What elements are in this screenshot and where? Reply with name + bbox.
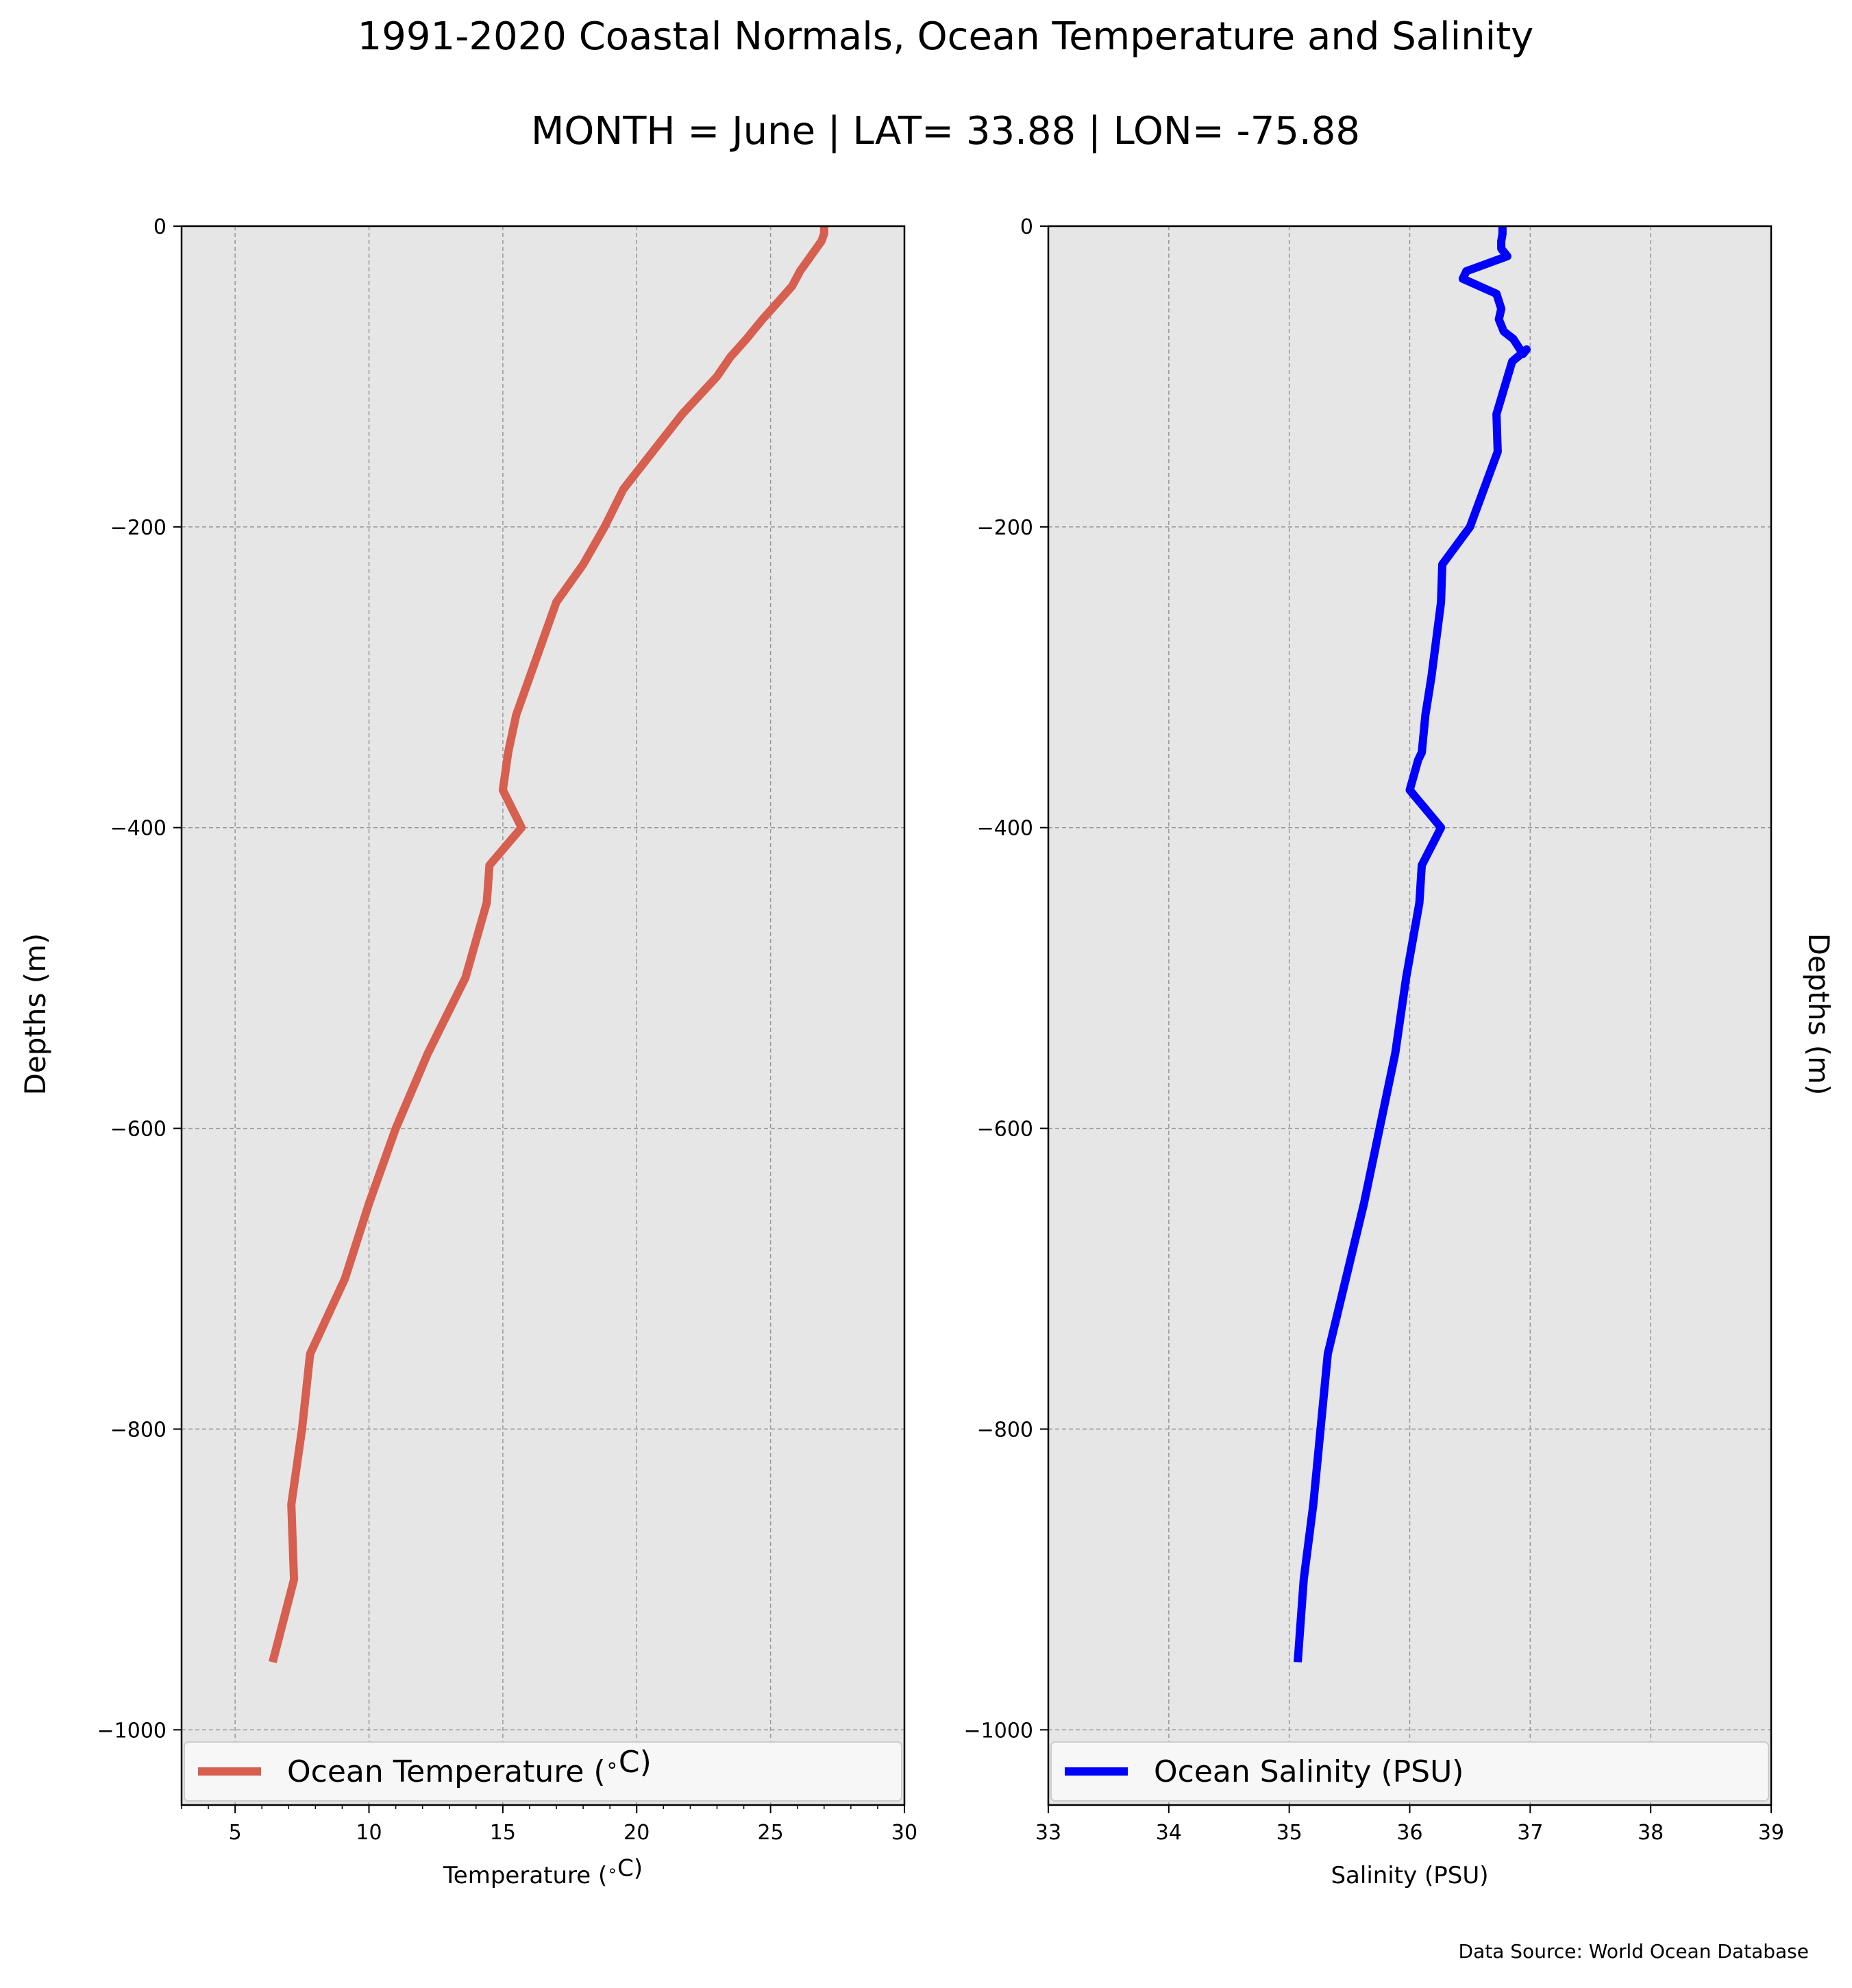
temperature-panel: Ocean Temperature (∘C)5 10 15 20 25 300−200−4… bbox=[97, 215, 918, 1889]
y-tick-label: −400 bbox=[977, 817, 1033, 841]
series-line bbox=[1294, 226, 1531, 1662]
y-tick-label: −600 bbox=[110, 1118, 166, 1142]
series-line bbox=[269, 226, 828, 1664]
x-tick-label: 33 bbox=[1035, 1821, 1061, 1845]
salinity-panel: Ocean Salinity (PSU) 33 34 35 36 37 38 39 0 −200 −… bbox=[964, 215, 1785, 1889]
y-tick-label: −400 bbox=[110, 817, 166, 841]
x-tick-label: 30 bbox=[891, 1821, 917, 1845]
plot-background bbox=[182, 226, 904, 1805]
x-tick-label: 35 bbox=[1276, 1821, 1302, 1845]
y-tick-label: −200 bbox=[977, 516, 1033, 540]
x-axis-label: Temperature (∘C) bbox=[443, 1854, 643, 1889]
y-tick-label: −200 bbox=[110, 516, 166, 540]
x-tick-label: 37 bbox=[1517, 1821, 1543, 1845]
y-tick-label: −600 bbox=[977, 1118, 1033, 1142]
x-tick-label: 15 bbox=[490, 1821, 516, 1845]
x-tick-label: 25 bbox=[758, 1821, 784, 1845]
y-tick-label: −800 bbox=[110, 1418, 166, 1442]
x-tick-label: 38 bbox=[1638, 1821, 1664, 1845]
data-source-note: Data Source: World Ocean Database bbox=[1459, 1940, 1809, 1963]
x-tick-label: 39 bbox=[1758, 1821, 1784, 1845]
plot-frame bbox=[180, 225, 906, 1806]
legend-box bbox=[184, 1741, 902, 1802]
x-axis-label: Salinity (PSU) bbox=[1331, 1862, 1488, 1889]
x-tick-label: 20 bbox=[623, 1821, 650, 1845]
y-tick-label: 0 bbox=[153, 215, 166, 239]
legend-box bbox=[1050, 1741, 1769, 1802]
chart-title: 1991-2020 Coastal Normals, Ocean Tempera… bbox=[358, 14, 1534, 59]
y-tick-label: 0 bbox=[1020, 215, 1033, 239]
legend-label: Ocean Salinity (PSU) bbox=[1154, 1754, 1464, 1789]
x-tick-label: 5 bbox=[229, 1821, 242, 1845]
y-tick-label: −1000 bbox=[97, 1719, 166, 1743]
x-tick-label: 36 bbox=[1396, 1821, 1422, 1845]
chart-subtitle: MONTH = June | LAT= 33.88 | LON= -75.88 bbox=[531, 109, 1360, 154]
y-tick-label: −800 bbox=[977, 1418, 1033, 1442]
x-tick-label: 34 bbox=[1156, 1821, 1182, 1845]
x-tick-label: 10 bbox=[356, 1821, 382, 1845]
y-tick-label: −1000 bbox=[964, 1719, 1033, 1743]
left-y-axis-label: Depths (m) bbox=[18, 933, 52, 1096]
right-y-axis-label: Depths (m) bbox=[1802, 933, 1836, 1096]
